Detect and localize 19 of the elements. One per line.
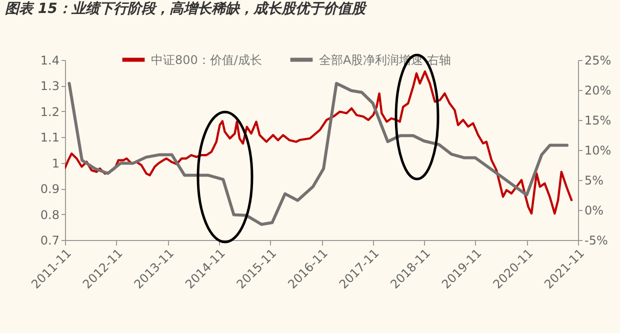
y-tick-label: 1.3 [40, 79, 60, 94]
y-tick-label: 1.4 [40, 54, 60, 68]
y2-tick-label: 25% [584, 54, 612, 68]
line-series [68, 82, 569, 226]
y-tick-label: 1 [52, 156, 60, 170]
y2-tick-label: 0% [584, 204, 604, 218]
y-tick-label: 1.1 [40, 130, 60, 145]
y-tick-label: 0.7 [40, 234, 60, 248]
chart-title: 图表 15：业绩下行阶段，高增长稀缺，成长股优于价值股 [5, 0, 368, 17]
y2-tick-label: 5% [584, 174, 604, 188]
line-series [65, 70, 573, 215]
legend-label: 中证800：价值/成长 [151, 52, 262, 67]
y2-tick-label: 20% [584, 84, 612, 98]
y2-tick-label: -5% [584, 234, 608, 248]
y2-tick-label: 15% [584, 114, 612, 128]
y-tick-label: 0.9 [40, 182, 60, 196]
y-tick-label: 1.2 [40, 104, 60, 119]
y2-tick-label: 10% [584, 144, 612, 158]
y-tick-label: 0.8 [40, 208, 60, 222]
